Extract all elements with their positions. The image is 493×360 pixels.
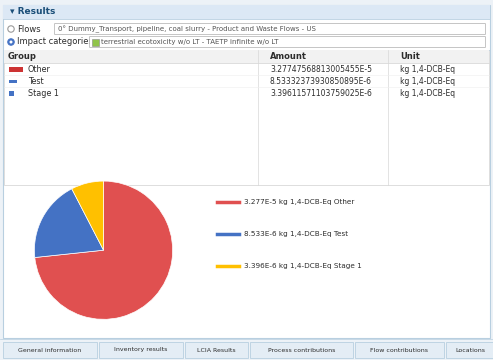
Circle shape [8,26,14,32]
FancyBboxPatch shape [185,342,248,358]
Bar [3,5,490,19]
FancyBboxPatch shape [250,342,352,358]
Text: 3.27747568813005455E-5: 3.27747568813005455E-5 [270,64,372,73]
FancyBboxPatch shape [99,342,183,358]
Bar [0,339,493,360]
FancyBboxPatch shape [90,36,486,48]
Text: 8.53332373930850895E-6: 8.53332373930850895E-6 [270,77,372,85]
Text: Stage 1: Stage 1 [28,89,59,98]
Text: Unit: Unit [400,52,420,61]
Text: Test: Test [28,77,43,85]
Wedge shape [35,189,104,257]
Text: Group: Group [8,52,37,61]
Text: terrestrial ecotoxicity w/o LT - TAETP infinite w/o LT: terrestrial ecotoxicity w/o LT - TAETP i… [101,39,279,45]
Wedge shape [72,181,104,250]
Text: 8.533E-6 kg 1,4-DCB-Eq Test: 8.533E-6 kg 1,4-DCB-Eq Test [244,231,348,237]
Text: kg 1,4-DCB-Eq: kg 1,4-DCB-Eq [400,77,455,85]
Text: LCIA Results: LCIA Results [198,347,236,352]
Text: Amount: Amount [270,52,307,61]
Bar [9,67,23,72]
Bar [4,50,489,185]
Circle shape [9,40,12,44]
FancyBboxPatch shape [354,342,444,358]
Text: 3.277E-5 kg 1,4-DCB-Eq Other: 3.277E-5 kg 1,4-DCB-Eq Other [244,199,354,204]
Text: 3.396E-6 kg 1,4-DCB-Eq Stage 1: 3.396E-6 kg 1,4-DCB-Eq Stage 1 [244,264,362,269]
Text: Locations: Locations [456,347,486,352]
Bar [4,50,489,63]
Text: 0° Dummy_Transport, pipeline, coal slurry - Product and Waste Flows - US: 0° Dummy_Transport, pipeline, coal slurr… [58,25,316,33]
FancyBboxPatch shape [446,342,493,358]
Bar [9,80,17,82]
Bar [92,39,99,45]
FancyBboxPatch shape [3,342,97,358]
Text: Flows: Flows [17,24,40,33]
Text: Flow contributions: Flow contributions [370,347,428,352]
Text: 3.39611571103759025E-6: 3.39611571103759025E-6 [270,89,372,98]
Bar [9,90,14,95]
Text: Other: Other [28,64,51,73]
Text: Process contributions: Process contributions [268,347,335,352]
Text: kg 1,4-DCB-Eq: kg 1,4-DCB-Eq [400,89,455,98]
Text: kg 1,4-DCB-Eq: kg 1,4-DCB-Eq [400,64,455,73]
Text: Impact categories: Impact categories [17,37,93,46]
FancyBboxPatch shape [55,23,486,35]
Text: ▾ Results: ▾ Results [10,8,55,17]
Circle shape [8,39,14,45]
Wedge shape [35,181,173,319]
Text: Inventory results: Inventory results [114,347,168,352]
Text: General information: General information [18,347,81,352]
